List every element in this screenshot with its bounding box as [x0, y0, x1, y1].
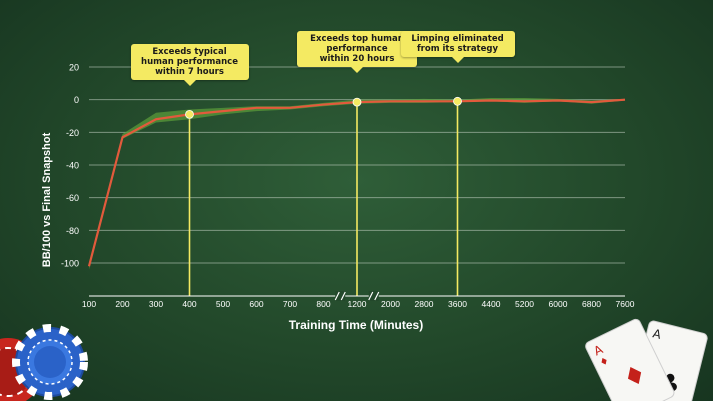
x-tick-label: 100 [82, 299, 96, 309]
axis-break-marker [334, 291, 346, 301]
annotation-callout: Limping eliminated from its strategy [400, 31, 515, 63]
annotation-dot [185, 109, 194, 119]
playing-cards-icon: A ♣ A ♦ ♦ [585, 318, 708, 401]
axis-break-marker [368, 291, 380, 301]
y-tick-label: -60 [66, 193, 79, 203]
x-tick-label: 3600 [448, 299, 467, 309]
x-tick-label: 300 [149, 299, 163, 309]
x-tick-label: 6800 [582, 299, 601, 309]
x-axis-title: Training Time (Minutes) [289, 318, 423, 332]
x-tick-label: 2800 [415, 299, 434, 309]
x-tick-label: 200 [115, 299, 129, 309]
x-tick-label: 600 [249, 299, 263, 309]
x-tick-label: 2000 [381, 299, 400, 309]
x-tick-label: 800 [316, 299, 330, 309]
x-tick-label: 7600 [616, 299, 635, 309]
y-tick-label: -20 [66, 128, 79, 138]
x-tick-label: 500 [216, 299, 230, 309]
annotation-dot [352, 97, 362, 107]
annotation-callout: Exceeds top human performance within 20 … [297, 31, 417, 73]
x-tick-label: 700 [283, 299, 297, 309]
annotation-lines [188, 101, 459, 296]
x-tick-label: 5200 [515, 299, 534, 309]
x-tick-label: 400 [182, 299, 196, 309]
x-tick-label: 4400 [482, 299, 501, 309]
series-layer [87, 96, 626, 270]
y-tick-label: 0 [74, 95, 79, 105]
svg-text:♦: ♦ [598, 355, 611, 369]
y-tick-label: -100 [61, 259, 79, 269]
annotation-dot [453, 96, 462, 106]
y-tick-label: -40 [66, 161, 79, 171]
annotation-callout: Exceeds typical human performance within… [130, 44, 249, 86]
x-tick-label: 1200 [348, 299, 367, 309]
x-tick-label: 6000 [549, 299, 568, 309]
poker-chips-icon [0, 324, 88, 401]
y-tick-label: 20 [69, 63, 79, 73]
y-axis-title: BB/100 vs Final Snapshot [41, 132, 53, 267]
y-tick-label: -80 [66, 226, 79, 236]
